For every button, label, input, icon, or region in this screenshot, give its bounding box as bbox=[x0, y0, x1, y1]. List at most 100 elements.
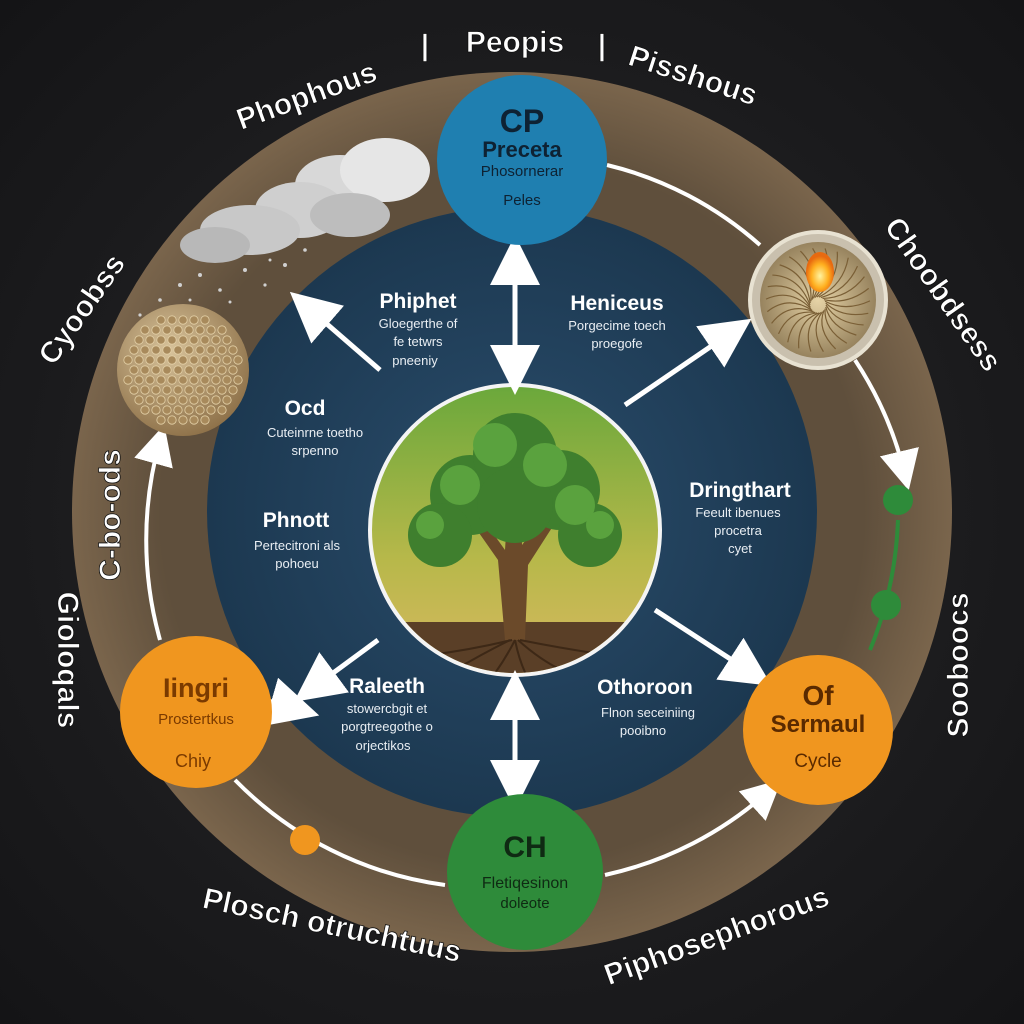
inner-mid-left-1-line1: Cuteinrne toetho bbox=[267, 425, 363, 440]
seed-dot bbox=[178, 355, 188, 365]
cycle-arc-top-right bbox=[606, 163, 762, 247]
seed-dot bbox=[151, 345, 161, 355]
seed-dot bbox=[167, 415, 177, 425]
outer-label-left-mid: C-bo-ods bbox=[94, 449, 127, 581]
seed-dot bbox=[140, 405, 150, 415]
node-left: Iingri Prostertkus Chiy bbox=[120, 636, 272, 788]
seed-dot bbox=[233, 375, 243, 385]
root-fiber bbox=[777, 311, 816, 335]
seed-dot bbox=[189, 335, 199, 345]
seed-dot bbox=[211, 355, 221, 365]
seed-dot bbox=[200, 335, 210, 345]
seed-dot bbox=[206, 325, 216, 335]
seed-dot bbox=[156, 375, 166, 385]
root-fiber bbox=[825, 304, 864, 326]
node-bottom-line1: Fletiqesinon bbox=[482, 875, 568, 892]
seed-dot bbox=[129, 345, 139, 355]
seed-dot bbox=[217, 325, 227, 335]
node-top: CP Preceta Phosornerar Peles bbox=[437, 75, 607, 245]
root-fiber bbox=[772, 274, 811, 306]
inner-mid-left-2-line2: pohoeu bbox=[275, 556, 318, 571]
root-fiber bbox=[815, 311, 824, 353]
seed-dot bbox=[156, 395, 166, 405]
seed-dot bbox=[195, 385, 205, 395]
arrow-upper-right bbox=[623, 318, 752, 408]
root-fiber bbox=[807, 311, 822, 352]
seed-dot bbox=[178, 415, 188, 425]
seed-dot bbox=[151, 365, 161, 375]
seed-dot bbox=[156, 315, 166, 325]
seed-dot bbox=[140, 325, 150, 335]
seed-dot bbox=[228, 345, 238, 355]
seed-dot bbox=[140, 365, 150, 375]
seed-dot bbox=[123, 375, 133, 385]
seed-dot bbox=[173, 365, 183, 375]
seed-dot bbox=[228, 365, 238, 375]
seed-dot bbox=[162, 325, 172, 335]
seed-dot bbox=[206, 405, 216, 415]
arrow-upper-left bbox=[289, 291, 382, 372]
inner-mid-right-line3: cyet bbox=[728, 541, 752, 556]
seed-dot bbox=[173, 385, 183, 395]
seed-dot bbox=[189, 315, 199, 325]
outer-label-left-lower: Gioloqals bbox=[51, 592, 84, 729]
inner-mid-left-1-line2: srpenno bbox=[292, 443, 339, 458]
seed-dot bbox=[184, 385, 194, 395]
seed-dot bbox=[162, 385, 172, 395]
inner-text-lower-left: Raleeth stowercbgit et porgtreegothe o o… bbox=[341, 675, 433, 753]
seed-dot bbox=[195, 325, 205, 335]
seed-dot bbox=[195, 345, 205, 355]
cycle-arc-right-green bbox=[868, 519, 900, 651]
seed-dot bbox=[151, 385, 161, 395]
seed-dot bbox=[184, 405, 194, 415]
seed-dot bbox=[167, 395, 177, 405]
inner-mid-right-heading: Dringthart bbox=[689, 479, 791, 502]
inner-mid-left-2-line1: Pertecitroni als bbox=[254, 538, 340, 553]
root-fiber bbox=[820, 265, 859, 299]
seed-dot bbox=[211, 375, 221, 385]
seed-dot bbox=[167, 315, 177, 325]
seed-dot bbox=[217, 405, 227, 415]
root-fiber bbox=[825, 302, 869, 316]
node-top-line2: Phosornerar bbox=[481, 163, 564, 180]
node-right-line1: Sermaul bbox=[771, 711, 866, 738]
seed-dot bbox=[211, 335, 221, 345]
inner-upper-left-line2: fe tetwrs bbox=[393, 334, 443, 349]
seed-dot bbox=[145, 375, 155, 385]
node-top-title: CP bbox=[500, 103, 544, 139]
seed-dot bbox=[222, 395, 232, 405]
seed-dot bbox=[145, 335, 155, 345]
outer-label-top-center: Peopis bbox=[466, 26, 564, 59]
seed-dot bbox=[140, 345, 150, 355]
root-fiber bbox=[822, 276, 865, 300]
inner-mid-left-1-heading: Ocd bbox=[285, 397, 326, 420]
cycle-arc-bottom-right bbox=[604, 779, 782, 877]
inner-upper-left-heading: Phiphet bbox=[380, 290, 457, 313]
node-right: Of Sermaul Cycle bbox=[743, 655, 893, 805]
seed-dot bbox=[151, 405, 161, 415]
seed-dot bbox=[189, 375, 199, 385]
seed-dot bbox=[211, 395, 221, 405]
inner-upper-left-line3: pneeniy bbox=[392, 353, 438, 368]
seed-dot bbox=[123, 355, 133, 365]
outer-divider-left: | bbox=[421, 29, 429, 62]
node-bottom-line2: doleote bbox=[500, 895, 549, 912]
seed-dot bbox=[167, 335, 177, 345]
outer-divider-right: | bbox=[598, 29, 606, 62]
inner-text-upper-right: Heniceus Porgecime toech proegofe bbox=[568, 292, 666, 351]
seed-dot bbox=[189, 355, 199, 365]
node-left-title: Iingri bbox=[163, 673, 229, 703]
seed-dot bbox=[200, 395, 210, 405]
arrow-lower-left bbox=[293, 637, 380, 702]
seed-dot bbox=[156, 335, 166, 345]
seed-dot bbox=[200, 375, 210, 385]
inner-lower-right-line2: pooibno bbox=[620, 723, 666, 738]
inner-mid-right-line1: Feeult ibenues bbox=[695, 505, 781, 520]
seed-dot bbox=[189, 415, 199, 425]
node-top-line1: Preceta bbox=[482, 137, 562, 162]
seed-dot bbox=[129, 365, 139, 375]
inner-text-mid-right: Dringthart Feeult ibenues procetra cyet bbox=[689, 479, 791, 556]
seed-dot bbox=[233, 355, 243, 365]
root-fiber bbox=[798, 312, 820, 349]
